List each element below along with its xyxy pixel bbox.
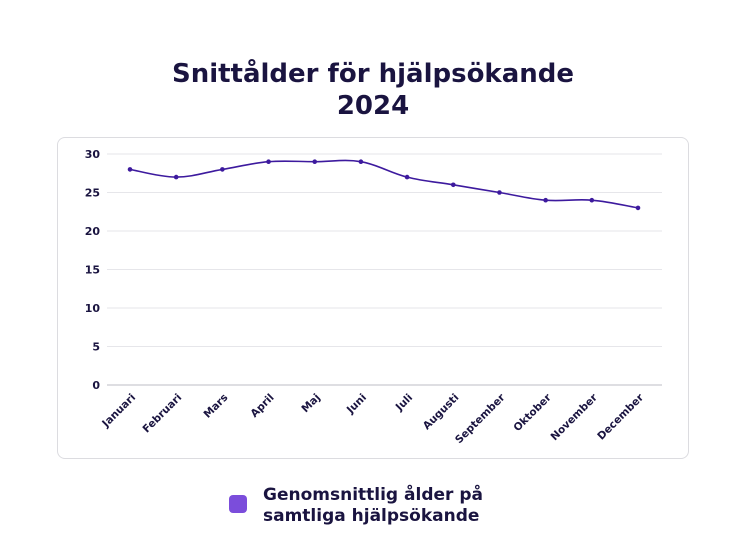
x-tick-label: Juni — [344, 392, 369, 417]
x-tick-label: September — [453, 391, 508, 446]
x-tick-label: Mars — [202, 392, 231, 421]
x-tick-label: Maj — [299, 392, 322, 415]
data-point — [497, 190, 502, 195]
y-tick-label: 5 — [92, 341, 100, 354]
data-point — [358, 159, 364, 164]
x-tick-label: Januari — [99, 392, 138, 431]
legend-label: Genomsnittlig ålder på samtliga hjälpsök… — [263, 485, 543, 527]
y-tick-label: 30 — [85, 148, 101, 161]
x-tick-label: Oktober — [511, 391, 554, 434]
data-point — [450, 182, 456, 188]
data-point — [173, 174, 179, 180]
x-tick-label: November — [549, 391, 601, 443]
x-tick-label: April — [248, 392, 276, 420]
legend-label-line1: Genomsnittlig ålder på — [263, 485, 483, 505]
y-tick-label: 25 — [85, 187, 100, 200]
x-tick-label: December — [595, 391, 646, 442]
data-point — [589, 197, 595, 203]
data-point — [404, 174, 410, 180]
data-point — [127, 167, 133, 172]
x-tick-label: Augusti — [421, 392, 462, 433]
legend-swatch — [229, 495, 247, 513]
y-tick-label: 10 — [85, 302, 101, 315]
y-tick-label: 20 — [85, 225, 101, 238]
x-tick-label: Juli — [393, 392, 415, 414]
y-tick-label: 0 — [92, 379, 100, 392]
legend: Genomsnittlig ålder på samtliga hjälpsök… — [229, 485, 549, 529]
data-point — [635, 205, 641, 211]
data-point — [312, 159, 318, 164]
series-line — [129, 159, 639, 209]
data-point — [220, 167, 225, 172]
chart-title: Snittålder för hjälpsökande 2024 — [0, 58, 746, 122]
legend-label-line2: samtliga hjälpsökande — [263, 506, 480, 526]
data-point — [543, 197, 548, 203]
data-point — [266, 159, 271, 164]
y-tick-label: 15 — [85, 264, 100, 277]
chart-title-line2: 2024 — [336, 91, 410, 121]
x-tick-label: Februari — [141, 392, 185, 436]
chart-title-line1: Snittålder för hjälpsökande — [171, 59, 575, 89]
chart-card — [57, 137, 689, 459]
